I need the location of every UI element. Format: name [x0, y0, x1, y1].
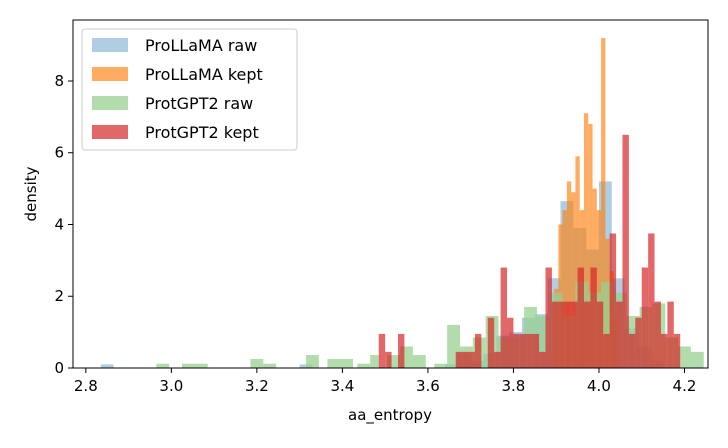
legend-swatch: [92, 125, 128, 139]
histogram-bar: [616, 301, 623, 368]
histogram-bar: [357, 363, 371, 368]
histogram-bar: [494, 351, 501, 368]
histogram-bar: [603, 333, 610, 368]
histogram-bar: [532, 333, 540, 368]
histogram-bar: [571, 192, 576, 368]
histogram-bar: [622, 134, 629, 368]
histogram-bar: [306, 355, 319, 368]
x-tick-label: 4.2: [673, 377, 697, 395]
histogram-bar: [500, 267, 508, 368]
histogram-bar: [575, 156, 580, 368]
x-tick-label: 4.0: [587, 377, 611, 395]
series-3-bars: [378, 134, 681, 368]
histogram-bar: [182, 363, 208, 368]
x-tick-label: 3.0: [159, 377, 183, 395]
histogram-bar: [100, 364, 114, 368]
legend-label: ProLLaMA kept: [145, 65, 263, 84]
histogram-bar: [566, 181, 572, 368]
histogram-bar: [462, 351, 469, 368]
legend-swatch: [92, 96, 128, 110]
histogram-bar: [673, 333, 681, 368]
histogram-bar: [370, 355, 379, 368]
histogram-bar: [263, 363, 277, 368]
x-tick-label: 3.8: [502, 377, 526, 395]
histogram-bar: [539, 351, 546, 368]
histogram-bar: [562, 210, 567, 368]
y-tick-label: 4: [54, 215, 64, 233]
histogram-bar: [660, 333, 668, 368]
axes-frame: [72, 19, 709, 369]
histogram-bar: [654, 301, 661, 368]
histogram-bar: [588, 124, 593, 368]
histogram-bars: [100, 37, 704, 368]
y-axis-ticks: 0 2 4 6 8: [54, 72, 73, 377]
histogram-bar: [583, 301, 591, 368]
histogram-bar: [519, 333, 527, 368]
histogram-bar: [526, 333, 533, 368]
legend-label: ProtGPT2 kept: [145, 123, 259, 142]
legend-label: ProLLaMA raw: [145, 36, 257, 55]
y-tick-label: 8: [54, 72, 64, 90]
y-axis-label: density: [22, 166, 40, 221]
histogram-bar: [558, 301, 565, 368]
histogram-bar: [455, 351, 463, 368]
histogram-bar: [327, 359, 354, 368]
histogram-bar: [596, 301, 604, 368]
legend: ProLLaMA raw ProLLaMA kept ProtGPT2 raw Pro…: [81, 28, 298, 151]
histogram-bar: [648, 233, 655, 368]
histogram-bar: [564, 301, 572, 368]
x-tick-label: 3.2: [245, 377, 269, 395]
histogram-bar: [468, 351, 475, 368]
histogram-bar: [299, 364, 313, 368]
histogram-bar: [412, 355, 426, 368]
histogram-bar: [474, 333, 482, 368]
histogram-bar: [545, 267, 552, 368]
x-tick-label: 3.4: [330, 377, 354, 395]
histogram-bar: [628, 333, 636, 368]
histogram-bar: [378, 333, 386, 368]
histogram-bar: [571, 301, 578, 368]
x-tick-label: 3.6: [416, 377, 440, 395]
histogram-bar: [596, 210, 602, 368]
y-tick-label: 6: [54, 144, 64, 162]
histogram-bar: [635, 317, 642, 368]
x-axis-label: aa_entropy: [348, 406, 432, 425]
legend-swatch: [92, 67, 128, 81]
histogram-bar: [690, 351, 704, 368]
histogram-bar: [397, 333, 405, 368]
histogram-bar: [590, 267, 597, 368]
histogram-bar: [156, 363, 170, 368]
histogram-bar: [434, 363, 448, 368]
histogram-bar: [667, 301, 674, 368]
legend-label: ProtGPT2 raw: [145, 94, 253, 113]
histogram-bar: [678, 346, 691, 368]
histogram-bar: [250, 359, 264, 368]
y-tick-label: 2: [54, 287, 64, 305]
histogram-bar: [513, 333, 520, 368]
histogram-bar: [551, 301, 559, 368]
histogram-bar: [507, 317, 514, 368]
x-tick-label: 2.8: [74, 377, 98, 395]
legend-box: [81, 28, 298, 151]
x-axis-ticks: 2.8 3.0 3.2 3.4 3.6 3.8 4.0 4.2: [74, 368, 697, 395]
legend-swatch: [92, 38, 128, 52]
histogram-bar: [641, 267, 649, 368]
histogram-bar: [577, 267, 584, 368]
y-tick-label: 0: [54, 359, 64, 377]
histogram-bar: [609, 233, 617, 368]
histogram-bar: [385, 351, 392, 368]
histogram-bar: [601, 37, 606, 368]
histogram-bar: [583, 113, 589, 368]
histogram-bar: [487, 317, 495, 368]
